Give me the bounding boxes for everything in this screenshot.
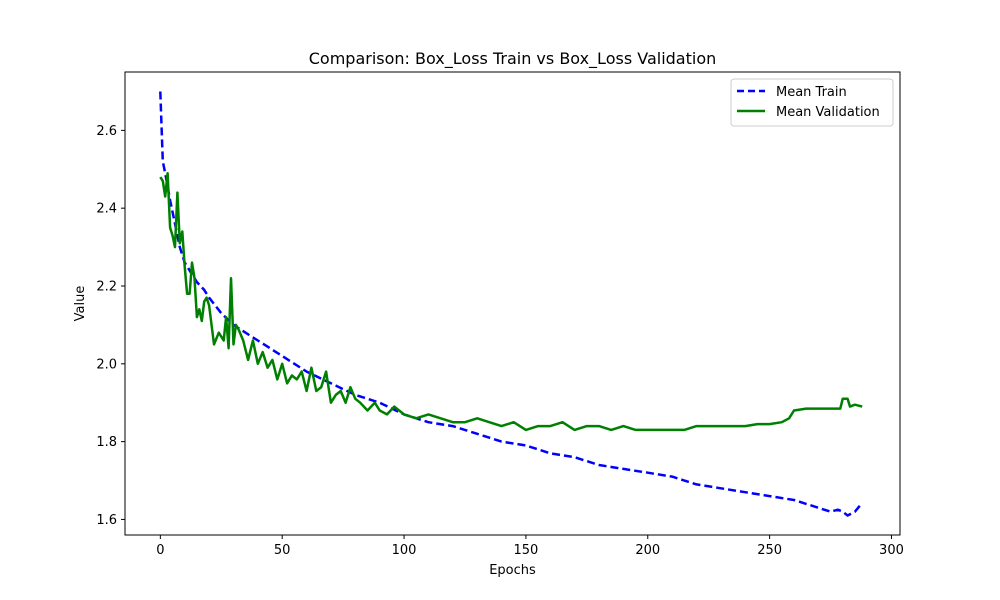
y-axis-label: Value (73, 286, 88, 322)
legend-box (730, 78, 894, 127)
y-tick-label: 2.4 (96, 202, 117, 217)
y-tick-label: 2.6 (96, 124, 117, 139)
legend-label-mean-validation: Mean Validation (776, 105, 880, 120)
y-tick-label: 1.6 (96, 513, 117, 528)
x-axis-label: Epochs (489, 563, 536, 578)
y-tick-label: 2.2 (96, 279, 117, 294)
plot-area-frame (124, 71, 901, 536)
x-tick-label: 50 (274, 543, 291, 558)
series-line-mean-validation (159, 171, 863, 432)
legend-label-mean-train: Mean Train (776, 85, 847, 100)
x-tick-label: 0 (156, 543, 164, 558)
legend: Mean Train Mean Validation (730, 78, 894, 127)
y-tick-label: 1.8 (96, 435, 117, 450)
chart-title: Comparison: Box_Loss Train vs Box_Loss V… (309, 49, 717, 69)
y-tick-label: 2.0 (96, 357, 117, 372)
x-tick-label: 250 (757, 543, 782, 558)
series-layer (159, 91, 864, 517)
x-tick-label: 150 (513, 543, 538, 558)
x-tick-label: 100 (392, 543, 417, 558)
x-tick-label: 200 (635, 543, 660, 558)
axis-ticks: 0 50 100 150 200 250 300 1.6 1.8 2.0 2.2 2.4 2.6 (96, 124, 904, 558)
x-tick-label: 300 (879, 543, 904, 558)
